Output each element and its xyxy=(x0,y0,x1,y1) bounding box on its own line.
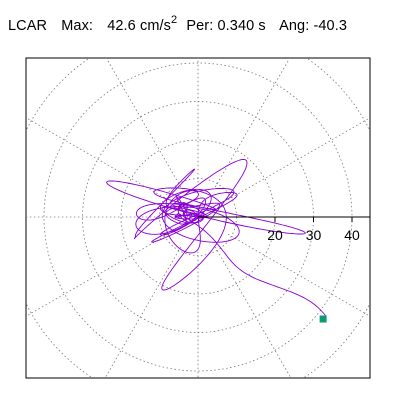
trace-end-marker xyxy=(319,315,327,323)
period-value: 0.340 s xyxy=(217,17,266,34)
radial-tick-label-30: 30 xyxy=(306,227,322,243)
particle-motion-trace xyxy=(106,159,326,316)
axis-layer: 20 30 40 xyxy=(198,216,370,243)
max-unit: cm/s xyxy=(139,17,171,34)
max-unit-exponent: 2 xyxy=(170,14,178,26)
max-label: Max: xyxy=(61,17,94,34)
trace-layer xyxy=(106,159,326,316)
period-label: Per: xyxy=(186,17,214,34)
radial-tick-label-20: 20 xyxy=(267,227,283,243)
station-code: LCAR xyxy=(8,17,48,34)
marker-layer xyxy=(319,315,327,323)
angle-label: Ang: xyxy=(279,17,310,34)
radial-tick-label-40: 40 xyxy=(344,227,360,243)
chart-header: LCAR Max: 42.6 cm/s2 Per: 0.340 s Ang: -… xyxy=(8,14,348,34)
angle-value: -40.3 xyxy=(313,17,348,34)
max-value: 42.6 xyxy=(107,17,136,34)
